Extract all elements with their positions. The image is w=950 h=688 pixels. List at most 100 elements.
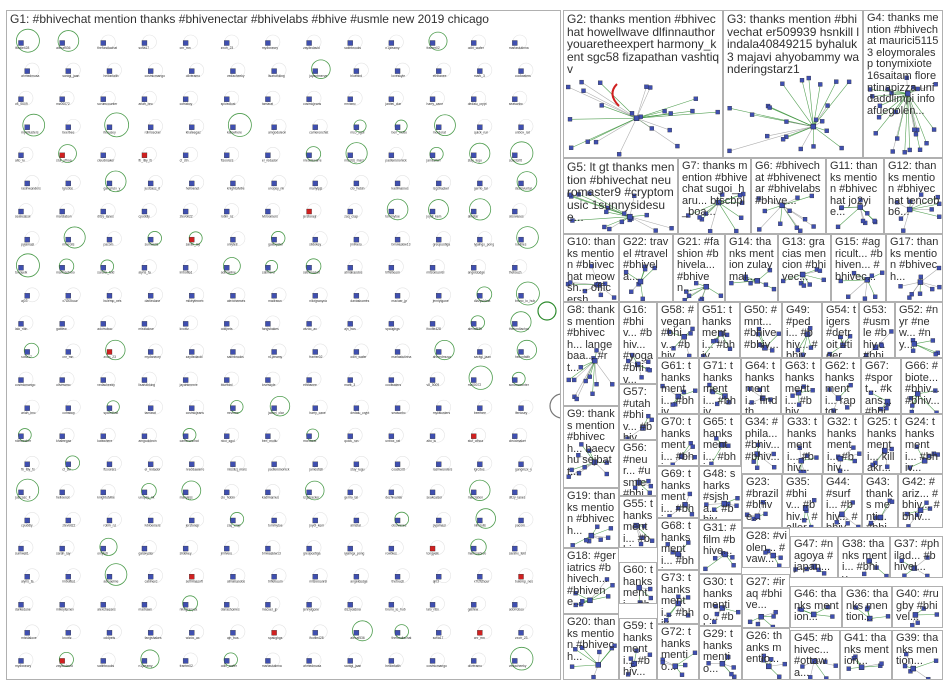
node bbox=[868, 390, 874, 395]
g1-node-label: alyns_fa bbox=[138, 271, 150, 275]
node bbox=[703, 566, 708, 572]
node bbox=[795, 195, 800, 200]
edge bbox=[636, 98, 696, 119]
g1-node-label: mz00072 bbox=[56, 102, 70, 106]
g1-node-label: rdimcecker bbox=[145, 130, 162, 134]
edge bbox=[589, 585, 613, 601]
node bbox=[594, 382, 599, 387]
node bbox=[763, 282, 769, 287]
node bbox=[834, 79, 839, 84]
group-g7-graph bbox=[686, 191, 746, 233]
g1-node: coolwaters bbox=[515, 62, 534, 78]
node bbox=[670, 462, 675, 465]
g1-node: imbuffed bbox=[62, 568, 81, 584]
node bbox=[683, 662, 688, 668]
g1-node-label: scrumcounter bbox=[97, 102, 118, 106]
g1-node: madrawn bbox=[138, 596, 157, 612]
g1-node-label: mark_3 bbox=[474, 74, 485, 78]
node bbox=[649, 417, 654, 423]
node bbox=[911, 85, 916, 90]
edge bbox=[813, 660, 827, 679]
node bbox=[808, 326, 813, 331]
g1-node: sumwell1 bbox=[15, 540, 34, 556]
g1-node: hellonfaith bbox=[515, 339, 537, 361]
hub-node bbox=[681, 334, 687, 340]
g1-node: ifenusey bbox=[103, 112, 130, 138]
node bbox=[640, 535, 645, 540]
hub-node bbox=[627, 213, 633, 220]
g1-node-label: madrawn bbox=[138, 608, 152, 612]
edge bbox=[864, 279, 868, 299]
edge bbox=[572, 664, 599, 667]
edge bbox=[606, 211, 630, 217]
g1-node-label: harry_cane bbox=[309, 411, 326, 415]
group-g36-graph bbox=[853, 605, 891, 622]
node bbox=[712, 556, 718, 561]
g1-node: jennylgone bbox=[302, 596, 322, 612]
g1-node: odin_wafer bbox=[468, 34, 486, 50]
g1-node-label: saragi_jaan bbox=[474, 355, 491, 359]
edge bbox=[909, 203, 940, 210]
g1-node: framer02 bbox=[180, 652, 198, 668]
g1-node: alto_lu bbox=[427, 427, 445, 443]
g1-node-label: lvbloomers bbox=[262, 215, 278, 219]
group-g26: G26: thanks mentio... bbox=[742, 628, 790, 680]
g1-node-label: sarahx_feld bbox=[97, 271, 114, 275]
g1-node-label: oliveramo bbox=[186, 74, 200, 78]
node bbox=[735, 496, 740, 501]
node bbox=[707, 229, 713, 233]
node bbox=[727, 346, 733, 351]
node bbox=[570, 218, 575, 223]
node bbox=[845, 521, 850, 526]
g1-node-label: stuf_ofhoa bbox=[56, 158, 72, 162]
node bbox=[889, 329, 894, 334]
node bbox=[917, 291, 923, 296]
g1-node-label: manylpjs bbox=[180, 495, 193, 499]
group-g64: G64: thanks menti... findth... bbox=[741, 358, 781, 414]
g1-node-label: ifootie428 bbox=[427, 327, 441, 331]
g1-node: nikxgranyca bbox=[309, 287, 328, 303]
g1-node: onlytetr bbox=[97, 537, 118, 556]
g1-node-label: zaydedavid bbox=[56, 664, 73, 668]
g1-node-label: joydi_kem bbox=[308, 523, 324, 527]
g1-node: mykitlusters bbox=[21, 113, 46, 137]
node bbox=[580, 599, 585, 604]
node bbox=[749, 400, 754, 405]
g1-node-label: oddpets bbox=[221, 327, 233, 331]
g1-node-label: sumwell1 bbox=[145, 243, 159, 247]
g1-node-label: cosmicjeans bbox=[303, 102, 321, 106]
g1-node: macuer_jp bbox=[262, 596, 281, 612]
g1-node: stay_lugu bbox=[350, 456, 369, 471]
g1-node: saragi_jaan bbox=[474, 343, 493, 359]
node bbox=[698, 298, 703, 301]
group-g50-graph bbox=[756, 326, 781, 353]
g1-node: beri_mutlu bbox=[262, 427, 281, 443]
node bbox=[929, 207, 934, 212]
group-g10-graph bbox=[565, 263, 617, 300]
node bbox=[626, 358, 631, 364]
edge bbox=[591, 528, 611, 536]
group-g68: G68: thanks menti... #bhiv... bbox=[657, 518, 699, 570]
node bbox=[571, 377, 577, 383]
edge bbox=[729, 126, 814, 152]
g1-node-label: lisaruthking bbox=[138, 383, 155, 387]
g1-node: alinstar bbox=[350, 512, 369, 527]
g1-node-label: cosmicmango bbox=[15, 383, 36, 387]
edge bbox=[578, 454, 595, 463]
node bbox=[801, 283, 807, 288]
node bbox=[906, 524, 911, 527]
g1-node-label: iyjaingx_pong bbox=[344, 552, 364, 556]
node bbox=[676, 594, 681, 599]
node bbox=[926, 676, 931, 679]
g1-node: zaydedavid bbox=[56, 652, 74, 668]
g1-node-label: x7l2f2hour bbox=[62, 299, 78, 303]
g1-node: fangshakes bbox=[145, 624, 163, 640]
g1-node-label: jayantmerve bbox=[308, 74, 327, 78]
node bbox=[814, 455, 819, 460]
edge bbox=[591, 265, 599, 285]
node bbox=[798, 281, 804, 286]
group-g46: G46: thanks mention... bbox=[790, 586, 842, 628]
edge bbox=[594, 360, 597, 385]
group-g40-graph bbox=[910, 606, 940, 627]
g1-node: pacom bbox=[103, 231, 122, 247]
